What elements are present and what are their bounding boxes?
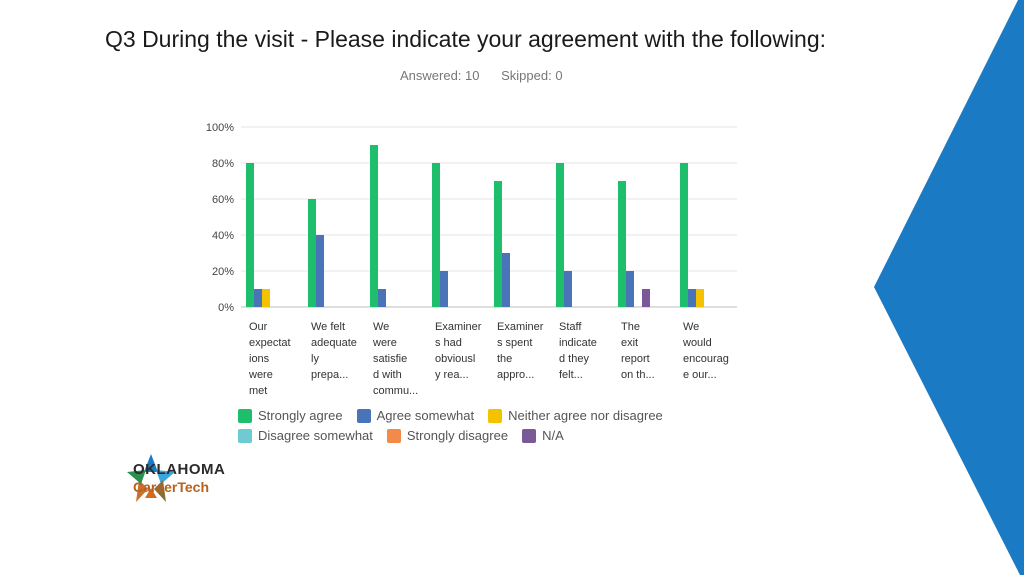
logo-text-oklahoma: OKLAHOMA (133, 461, 226, 478)
skipped-count: Skipped: 0 (501, 68, 563, 83)
legend-item: Strongly disagree (386, 428, 509, 443)
bar-strongly-agree (432, 163, 440, 307)
bar-agree-somewhat (688, 289, 696, 307)
legend-label: Strongly agree (258, 408, 343, 423)
oklahoma-careertech-star-logo (127, 454, 175, 502)
legend-label: Agree somewhat (376, 408, 475, 423)
x-category-label: Examiner s had obviousl y rea... (435, 321, 482, 381)
legend-swatch (522, 428, 537, 443)
response-stats: Answered: 10 Skipped: 0 (400, 68, 581, 83)
bar-strongly-agree (308, 199, 316, 307)
y-tick-label: 80% (212, 158, 234, 170)
y-axis-ticks: 0% 20% 40% 60% 80% 100% (206, 122, 234, 314)
legend-swatch (238, 428, 252, 443)
legend-swatch (488, 408, 503, 423)
bar-strongly-agree (370, 145, 378, 307)
y-tick-label: 20% (212, 266, 234, 278)
x-category-label: Our expectat ions were met (248, 321, 291, 397)
x-category-label: We felt adequate ly prepa... (311, 321, 357, 381)
legend-label: N/A (542, 428, 564, 443)
bar-strongly-agree (618, 181, 626, 307)
x-category-label: The exit report on th... (621, 321, 655, 381)
legend-swatch (238, 408, 252, 423)
bar-agree-somewhat (502, 253, 510, 307)
answered-count: Answered: 10 (400, 68, 480, 83)
bar-agree-somewhat (316, 235, 324, 307)
bar-strongly-agree (246, 163, 254, 307)
bars (246, 145, 704, 307)
x-axis-categories: Our expectat ions were met We felt adequate ly p… (248, 321, 729, 397)
legend-swatch (356, 408, 371, 423)
bar-strongly-agree (494, 181, 502, 307)
legend-swatch (386, 428, 401, 443)
bar-agree-somewhat (626, 271, 634, 307)
bar-strongly-agree (680, 163, 688, 307)
legend-item: Disagree somewhat (238, 428, 373, 443)
bar-n-a (642, 289, 650, 307)
x-category-label: We would encourag e our... (682, 321, 729, 381)
x-category-label: Staff indicate d they felt... (559, 321, 597, 381)
legend-item: N/A (522, 428, 564, 443)
x-category-label: Examiner s spent the appro... (497, 321, 544, 381)
bar-agree-somewhat (440, 271, 448, 307)
x-category-label: We were satisfie d with commu... (372, 321, 418, 397)
legend-label: Disagree somewhat (258, 428, 373, 443)
legend-item: Neither agree nor disagree (488, 408, 663, 423)
logo-text-careertech: CareerTech (133, 479, 210, 495)
y-tick-label: 60% (212, 194, 234, 206)
legend-label: Neither agree nor disagree (508, 408, 663, 423)
bar-agree-somewhat (254, 289, 262, 307)
legend-item: Strongly agree (238, 408, 343, 423)
bar-strongly-agree (556, 163, 564, 307)
bar-neither-agree-nor-disagree (696, 289, 704, 307)
chart-legend: Strongly agree Agree somewhat Neither agre… (238, 408, 698, 448)
bar-neither-agree-nor-disagree (262, 289, 270, 307)
y-tick-label: 100% (206, 122, 234, 134)
bar-agree-somewhat (564, 271, 572, 307)
legend-item: Agree somewhat (356, 408, 475, 423)
bar-agree-somewhat (378, 289, 386, 307)
legend-label: Strongly disagree (406, 428, 509, 443)
slide-title: Q3 During the visit - Please indicate yo… (105, 26, 827, 52)
y-tick-label: 0% (218, 302, 234, 314)
y-tick-label: 40% (212, 230, 234, 242)
